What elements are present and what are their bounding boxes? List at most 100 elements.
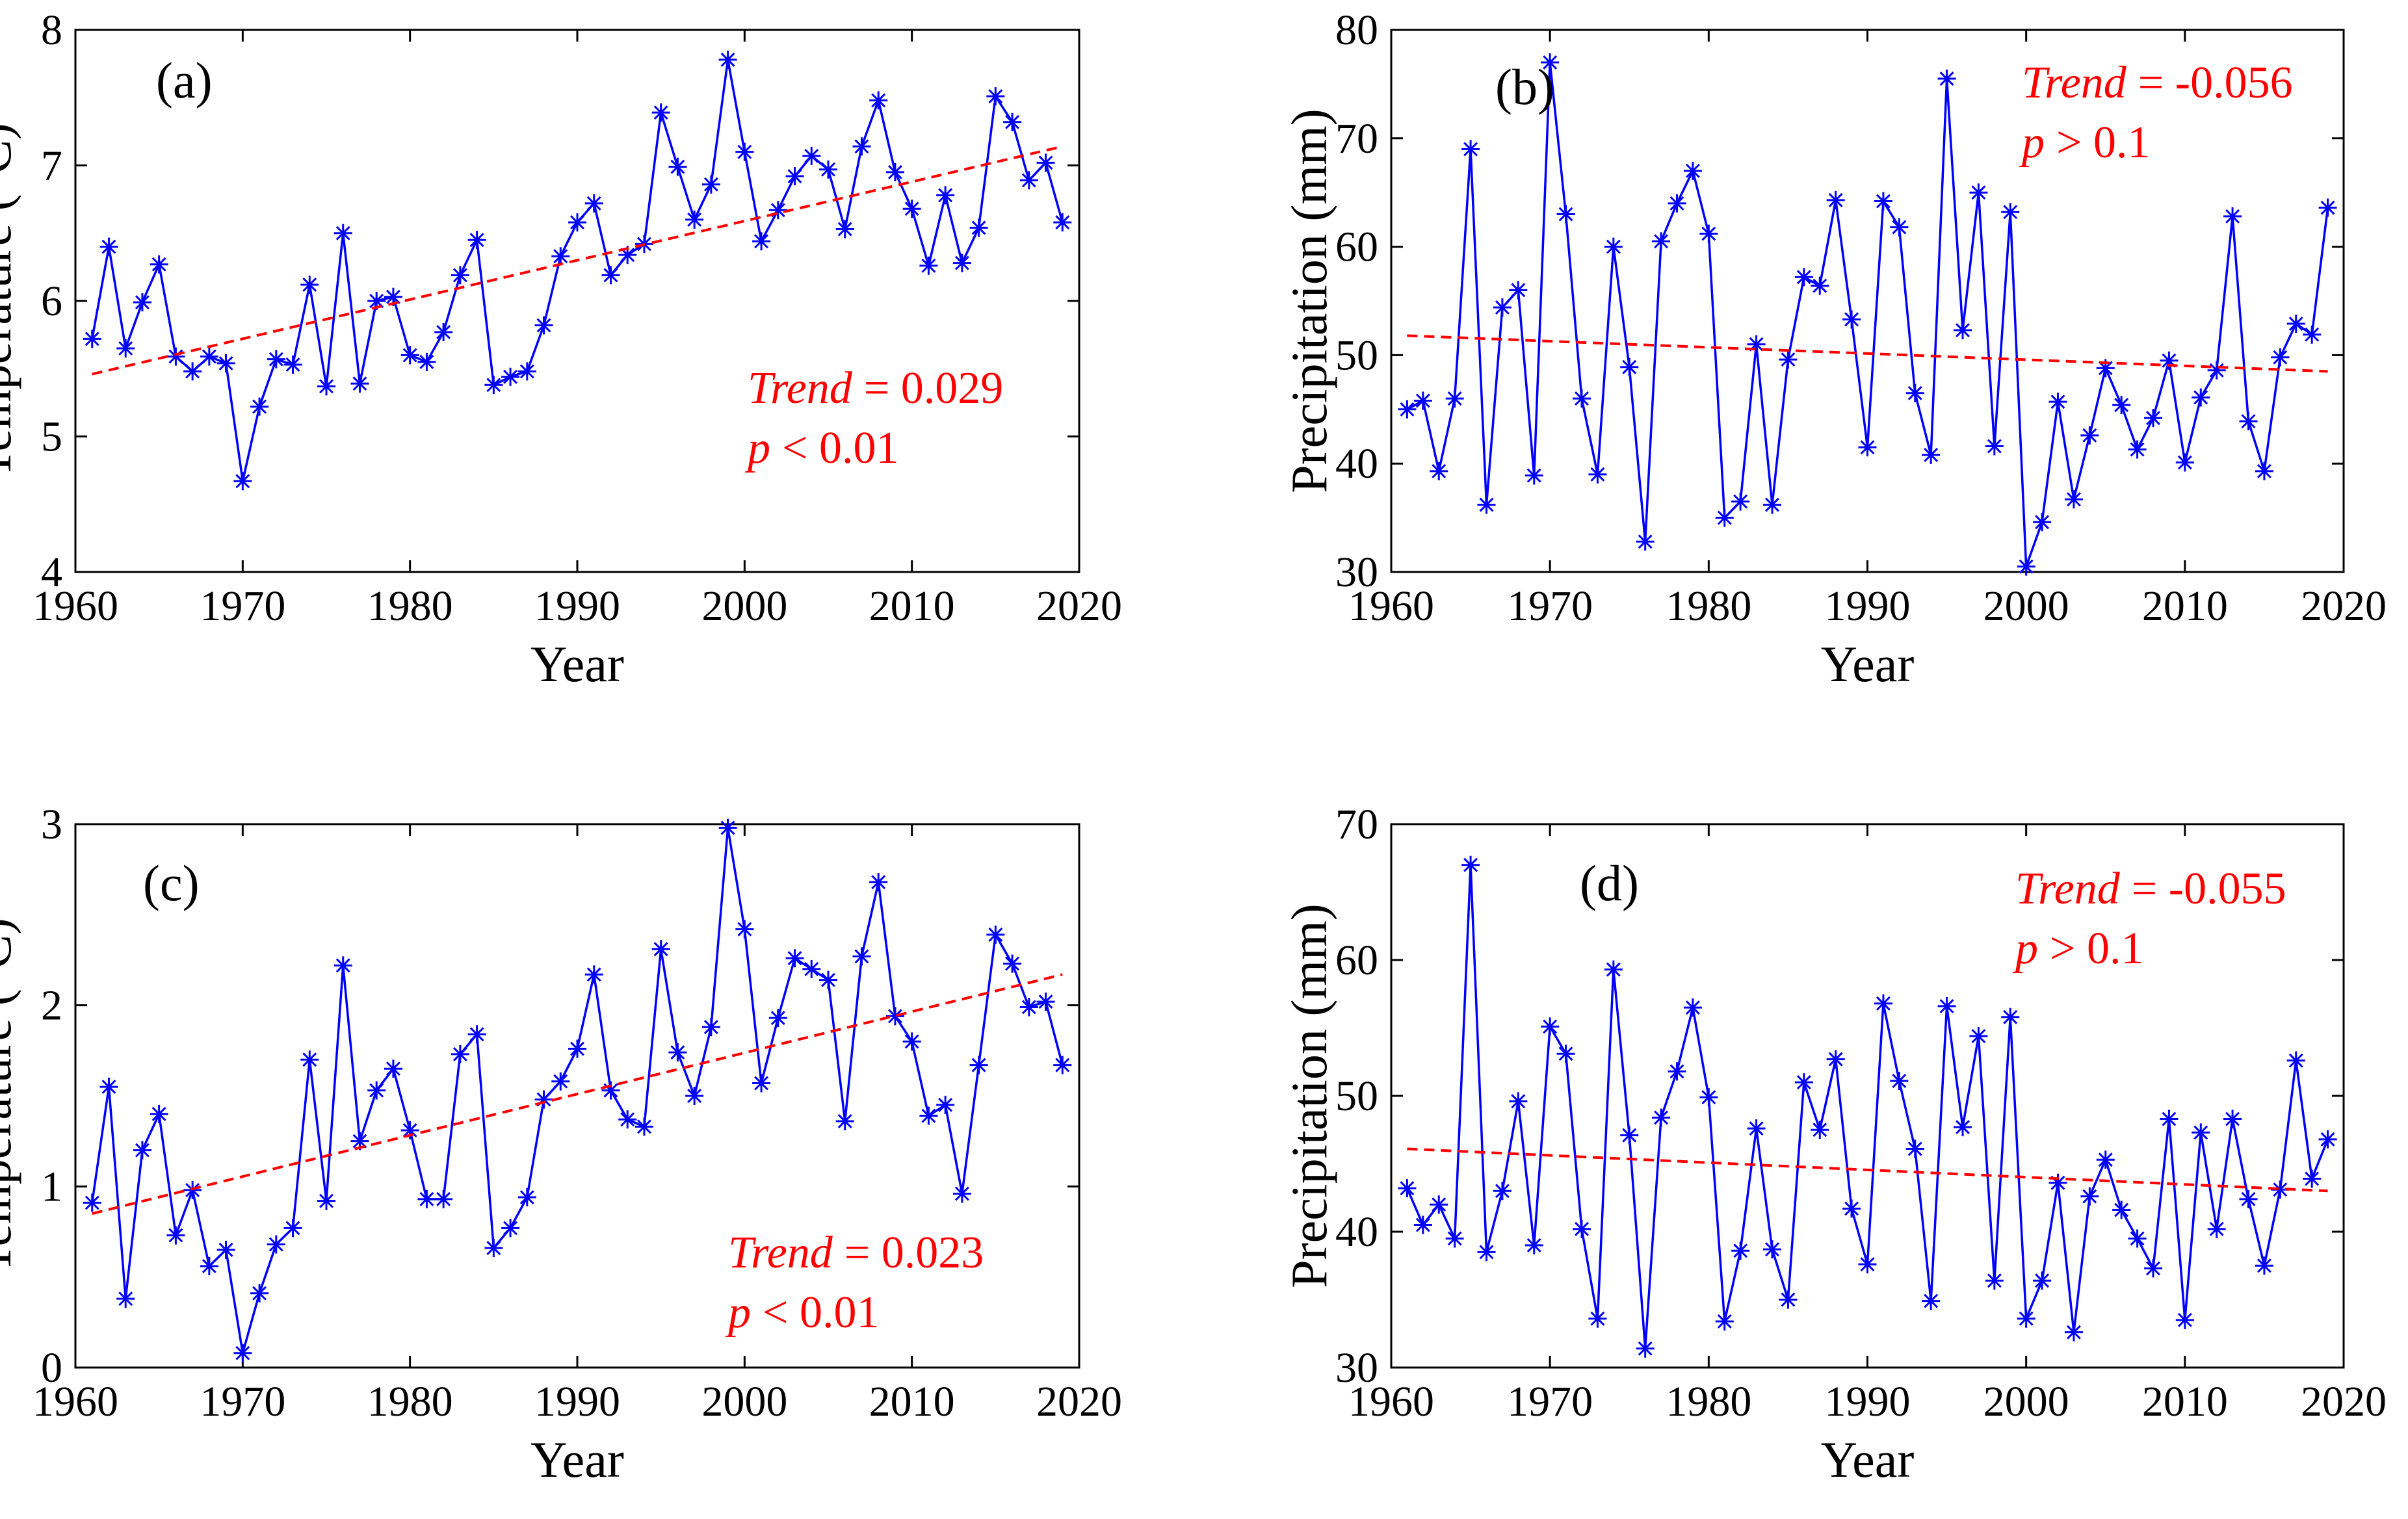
data-point-marker	[902, 1032, 921, 1051]
data-point-marker	[2255, 461, 2273, 480]
data-point-marker	[735, 142, 754, 161]
x-axis-title: Year	[530, 636, 624, 692]
data-point-marker	[2080, 426, 2099, 445]
data-point-marker	[116, 1290, 135, 1308]
data-point-marker	[2160, 1110, 2179, 1128]
data-point-marker	[635, 1117, 653, 1136]
data-point-marker	[1588, 1309, 1607, 1328]
data-point-marker	[1445, 389, 1464, 408]
x-tick-label: 2020	[1036, 582, 1122, 630]
data-point-marker	[2286, 315, 2305, 333]
data-point-marker	[334, 956, 352, 975]
data-point-marker	[1715, 1312, 1734, 1331]
y-tick-label: 1	[41, 1163, 62, 1210]
trend-line	[92, 973, 1063, 1215]
data-point-marker	[936, 1095, 955, 1114]
data-point-marker	[1053, 1056, 1072, 1074]
y-tick-label: 0	[41, 1344, 62, 1392]
data-point-marker	[2128, 440, 2147, 459]
data-point-marker	[819, 970, 837, 989]
y-axis-title: Temperature (°C)	[0, 123, 21, 479]
y-axis-title: Temperature (°C)	[0, 918, 21, 1274]
data-point-marker	[1556, 205, 1575, 224]
data-point-marker	[785, 949, 804, 968]
p-annotation: p < 0.01	[744, 423, 898, 473]
data-point-marker	[1954, 1118, 1972, 1137]
data-point-marker	[1620, 1126, 1639, 1145]
data-point-marker	[1890, 1072, 1909, 1091]
data-point-marker	[1509, 1092, 1528, 1111]
data-point-marker	[1905, 383, 1924, 402]
data-point-marker	[1398, 1179, 1417, 1198]
data-point-marker	[885, 1007, 904, 1026]
x-tick-label: 1970	[1507, 1378, 1593, 1425]
data-point-marker	[1715, 508, 1734, 527]
data-point-marker	[986, 925, 1005, 944]
data-point-marker	[651, 940, 670, 959]
x-tick-label: 2000	[701, 1378, 787, 1425]
p-label: p	[2012, 924, 2038, 974]
data-point-marker	[1573, 389, 1591, 408]
data-point-marker	[584, 965, 603, 984]
data-point-marker	[1794, 268, 1813, 287]
y-tick-label: 40	[1335, 440, 1378, 487]
x-axis-title: Year	[1821, 636, 1915, 692]
data-point-marker	[2048, 393, 2067, 411]
data-point-marker	[618, 246, 637, 265]
data-point-marker	[701, 1018, 720, 1037]
data-point-marker	[150, 255, 168, 274]
data-point-marker	[350, 1132, 369, 1150]
data-point-marker	[685, 1087, 704, 1105]
data-point-marker	[367, 1081, 386, 1100]
data-point-marker	[1731, 492, 1750, 511]
x-tick-label: 1970	[200, 1378, 285, 1425]
data-point-marker	[1019, 998, 1038, 1017]
data-point-marker	[1763, 1240, 1781, 1259]
data-point-marker	[869, 91, 888, 110]
x-tick-label: 1960	[1348, 582, 1434, 630]
data-point-marker	[1477, 495, 1496, 514]
data-point-marker	[1874, 994, 1892, 1013]
data-point-marker	[1747, 1119, 1766, 1138]
x-tick-label: 2000	[1983, 582, 2069, 630]
data-point-marker	[2128, 1229, 2147, 1248]
y-tick-label: 3	[41, 801, 62, 848]
data-point-marker	[2064, 490, 2083, 509]
data-point-marker	[1683, 161, 1702, 180]
p-value: > 0.1	[2050, 924, 2143, 974]
data-point-marker	[1493, 298, 1512, 317]
data-point-marker	[1604, 960, 1623, 979]
data-point-marker	[400, 346, 419, 365]
series-line	[1406, 864, 2329, 1349]
y-tick-label: 80	[1335, 6, 1378, 54]
trend-line	[92, 145, 1063, 376]
p-annotation: p > 0.1	[2012, 924, 2143, 974]
trend-label: Trend	[2022, 58, 2127, 108]
trend-label: Trend	[748, 363, 853, 413]
data-point-marker	[183, 362, 202, 381]
y-tick-label: 70	[1335, 115, 1378, 162]
data-point-marker	[1794, 1073, 1813, 1092]
data-point-marker	[1430, 1195, 1448, 1214]
data-point-marker	[685, 210, 704, 229]
data-point-marker	[551, 1072, 570, 1091]
data-point-marker	[2175, 453, 2194, 472]
data-point-marker	[1826, 1050, 1845, 1069]
data-point-marker	[919, 256, 938, 275]
data-point-marker	[835, 1112, 854, 1131]
data-point-marker	[1604, 237, 1623, 256]
y-tick-label: 60	[1335, 224, 1378, 271]
data-point-marker	[267, 1235, 285, 1254]
data-point-marker	[2033, 513, 2052, 532]
data-point-marker	[768, 1009, 787, 1028]
y-tick-label: 30	[1335, 1344, 1378, 1392]
series-line	[91, 59, 1064, 482]
data-point-marker	[83, 330, 101, 348]
data-point-marker	[200, 1256, 218, 1275]
p-label: p	[2019, 118, 2045, 168]
data-point-marker	[1779, 1290, 1798, 1309]
data-point-marker	[768, 201, 787, 220]
data-point-marker	[133, 1141, 151, 1160]
data-point-marker	[166, 1226, 185, 1245]
